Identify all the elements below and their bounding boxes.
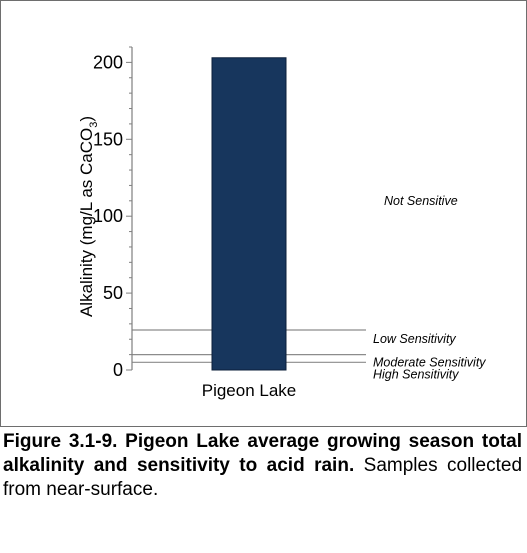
y-tick-label-0: 0 bbox=[113, 360, 123, 380]
bar-0 bbox=[211, 57, 287, 371]
bar-chart: Pigeon Lake 0 50 100 150 200 Alkalinity (mg/L … bbox=[77, 46, 486, 400]
y-tick-label-2: 100 bbox=[93, 206, 123, 226]
region-label-0: Not Sensitive bbox=[384, 194, 458, 208]
x-tick-label-0: Pigeon Lake bbox=[202, 381, 297, 400]
reference-line-label-1: Moderate Sensitivity bbox=[373, 356, 486, 370]
reference-line-label-2: High Sensitivity bbox=[373, 367, 459, 381]
y-tick-label-4: 200 bbox=[93, 52, 123, 72]
caption-note: Samples collected from near-surface. bbox=[3, 455, 523, 500]
figure-caption: Figure 3.1-9. Pigeon Lake average growin… bbox=[3, 430, 522, 502]
y-axis-label: Alkalinity (mg/L as CaCO3) bbox=[77, 116, 100, 317]
chart-frame: Pigeon Lake 0 50 100 150 200 Alkalinity (mg/L … bbox=[0, 0, 527, 427]
y-tick-label-1: 50 bbox=[103, 283, 123, 303]
y-tick-label-3: 150 bbox=[93, 129, 123, 149]
caption-title: Figure 3.1-9. Pigeon Lake average growin… bbox=[3, 431, 522, 476]
reference-line-label-0: Low Sensitivity bbox=[373, 332, 456, 346]
